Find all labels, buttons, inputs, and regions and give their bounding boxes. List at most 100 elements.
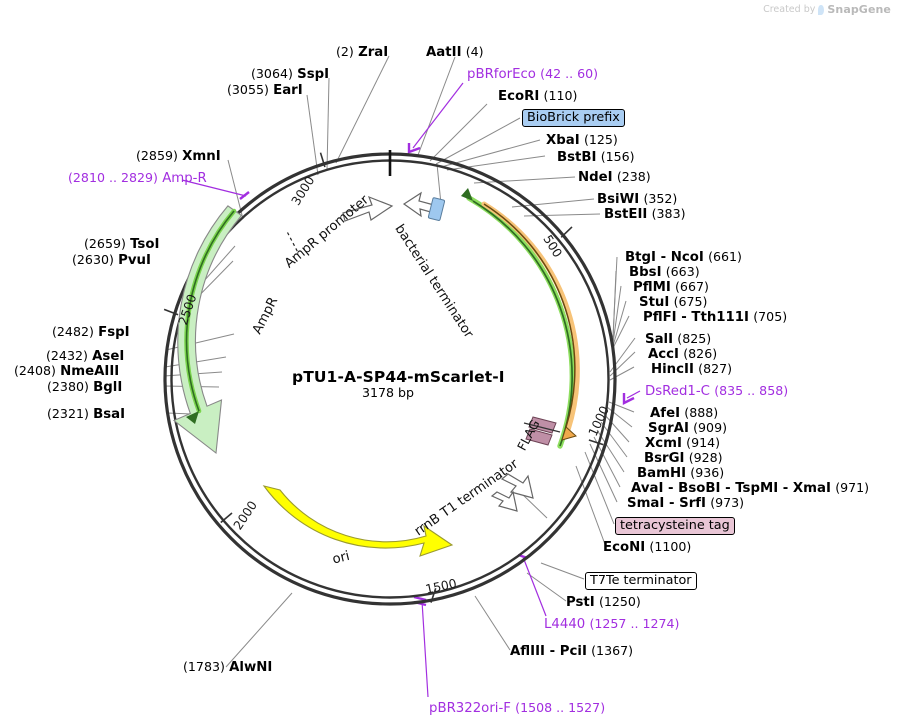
primer-range: (42 .. 60) [540,66,599,81]
enzyme-label-bamhi: BamHI (936) [637,465,724,481]
enzyme-name: BbsI [629,265,662,280]
enzyme-position: (2859) [136,148,178,163]
enzyme-label-bsrgi: BsrGI (928) [644,450,723,466]
enzyme-label-psti: PstI (1250) [566,594,641,610]
enzyme-label-smai-srfi: SmaI - SrfI (973) [627,495,744,511]
primer-label-pbrforeco: pBRforEco (42 .. 60) [467,66,598,82]
enzyme-label-fspi: (2482) FspI [52,324,130,340]
primer-leader-lines [181,82,641,698]
enzyme-position: (936) [690,465,725,480]
enzyme-name: AseI [92,349,125,364]
primer-name: L4440 [544,617,586,632]
enzyme-name: AccI [648,347,680,362]
primer-label-amp-r: (2810 .. 2829) Amp-R [68,170,207,186]
enzyme-name: PflMI [633,280,671,295]
primer-range: (2810 .. 2829) [68,170,158,185]
enzyme-label-pflmi: PflMI (667) [633,279,709,295]
enzyme-name: NdeI [578,170,613,185]
enzyme-name: EarI [273,83,303,98]
enzyme-position: (2432) [46,348,88,363]
snapgene-watermark: Created by SnapGene [763,3,891,16]
watermark-prefix: Created by [763,4,816,15]
badge-biobrick-prefix: BioBrick prefix [522,109,625,127]
enzyme-label-pflfi-tth111i: PflFI - Tth111I (705) [643,309,787,325]
enzyme-label-econi: EcoNI (1100) [603,539,691,555]
enzyme-label-ndei: NdeI (238) [578,169,651,185]
plasmid-size: 3178 bp [362,385,415,400]
primer-arcs [239,143,635,607]
enzyme-name: BstEII [604,207,648,222]
feature-ori [262,485,454,557]
enzyme-label-aatii: AatII (4) [426,44,484,60]
primer-name: Amp-R [162,171,207,186]
enzyme-label-btgi-ncoi: BtgI - NcoI (661) [625,249,742,265]
enzyme-position: (827) [698,361,733,376]
enzyme-label-avai-bsobi-tspmi-xmai: AvaI - BsoBI - TspMI - XmaI (971) [631,480,869,496]
enzyme-name: BglI [93,380,123,395]
enzyme-position: (238) [616,169,651,184]
enzyme-name: PvuI [118,253,151,268]
enzyme-position: (1367) [591,643,634,658]
enzyme-position: (663) [665,264,700,279]
enzyme-label-bgli: (2380) BglI [47,379,122,395]
enzyme-label-hincii: HincII (827) [651,361,732,377]
snapgene-logo-icon [818,4,825,15]
enzyme-label-bstei: BstEII (383) [604,206,686,222]
enzyme-name: TsoI [130,237,160,252]
enzyme-position: (2482) [52,324,94,339]
enzyme-name: XcmI [645,436,682,451]
enzyme-label-tsoi: (2659) TsoI [84,236,159,252]
enzyme-position: (826) [683,346,718,361]
enzyme-position: (973) [710,495,745,510]
primer-label-pbr322ori-f: pBR322ori-F (1508 .. 1527) [429,700,605,716]
enzyme-name: SmaI - SrfI [627,496,706,511]
enzyme-position: (2321) [47,406,89,421]
badge-t7te-terminator: T7Te terminator [585,572,697,590]
enzyme-name: SspI [297,67,330,82]
enzyme-name: HincII [651,362,694,377]
feature-flag-tag [523,416,561,446]
enzyme-label-bbsi: BbsI (663) [629,264,700,280]
feature-ampr-promoter [342,195,394,222]
enzyme-label-afei: AfeI (888) [650,405,718,421]
enzyme-name: BstBI [557,150,597,165]
enzyme-position: (1783) [183,659,225,674]
enzyme-position: (1100) [649,539,692,554]
enzyme-name: AlwNI [229,660,273,675]
feature-ampr [172,205,300,455]
enzyme-label-xmni: (2859) XmnI [136,148,221,164]
feature-rrnb-t1-terminator [490,473,534,512]
enzyme-name: AvaI - BsoBI - TspMI - XmaI [631,481,831,496]
enzyme-name: EcoNI [603,540,646,555]
enzyme-position: (2380) [47,379,89,394]
enzyme-label-asei: (2432) AseI [46,348,124,364]
primer-name: pBRforEco [467,67,536,82]
enzyme-label-afliii-pcii: AflIII - PciI (1367) [510,643,633,659]
enzyme-position: (928) [688,450,723,465]
enzyme-label-sali: SalI (825) [645,331,711,347]
enzyme-position: (352) [643,191,678,206]
badge-tetracysteine-tag: tetracysteine tag [615,517,735,535]
enzyme-position: (675) [673,294,708,309]
enzyme-position: (661) [708,249,742,264]
enzyme-name: SgrAI [648,421,689,436]
enzyme-name: AatII [426,45,462,60]
enzyme-position: (667) [675,279,709,294]
enzyme-position: (971) [835,480,870,495]
enzyme-name: XmnI [182,149,221,164]
enzyme-label-stui: StuI (675) [639,294,707,310]
enzyme-label-bstbi: BstBI (156) [557,149,635,165]
primer-range: (1508 .. 1527) [515,700,606,715]
enzyme-name: XbaI [546,133,580,148]
enzyme-label-zrai: (2) ZraI [336,44,388,60]
enzyme-position: (2408) [14,363,56,378]
enzyme-label-bsai: (2321) BsaI [47,406,125,422]
enzyme-label-eari: (3055) EarI [227,82,303,98]
primer-range: (835 .. 858) [714,383,789,398]
enzyme-name: BsrGI [644,451,685,466]
enzyme-position: (110) [543,88,578,103]
enzyme-name: EcoRI [498,89,540,104]
enzyme-name: BamHI [637,466,687,481]
enzyme-label-xcmi: XcmI (914) [645,435,720,451]
